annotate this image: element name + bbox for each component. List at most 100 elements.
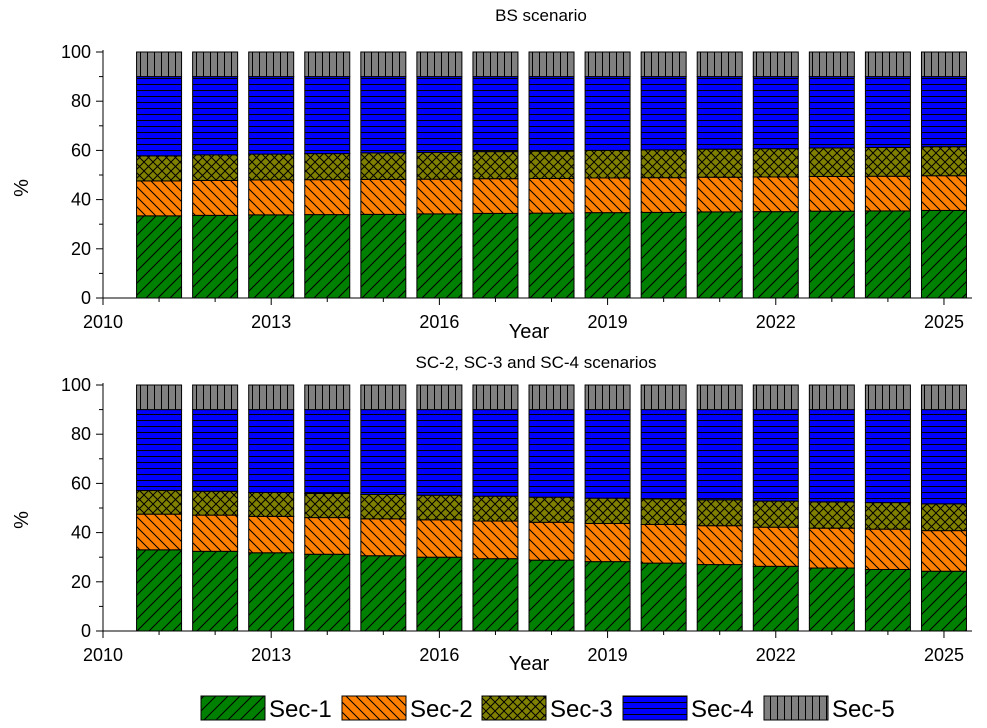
bar-sec-2-2013	[248, 515, 295, 554]
bar-sec-4-2011	[136, 76, 183, 157]
bar-sec-3-2021	[696, 499, 743, 527]
bar-sec-5-2013	[248, 51, 295, 78]
bar-sec-1-2011	[136, 215, 183, 299]
bar-sec-2-2021	[696, 525, 743, 566]
x-tick-label: 2019	[588, 312, 628, 332]
bar-sec-3-2014	[304, 492, 351, 519]
panel-bs-scenario: BS scenario % Year 0 20 40 60 80 100 2010 2013 2…	[11, 6, 972, 343]
bar-sec-1-2017	[472, 212, 519, 299]
bar-sec-5-2014	[304, 384, 351, 411]
bar-sec-1-2012	[192, 550, 239, 632]
bar-sec-4-2022	[752, 76, 799, 150]
bar-sec-1-2018	[528, 559, 575, 632]
y-tick-label: 20	[71, 572, 91, 592]
bar-sec-2-2024	[864, 528, 911, 571]
bar-sec-4-2022	[752, 409, 799, 502]
bar-sec-3-2012	[192, 490, 239, 516]
bar-sec-5-2015	[360, 384, 407, 411]
bar-sec-1-2011	[136, 549, 183, 632]
bar-sec-4-2016	[416, 409, 463, 496]
bar-sec-4-2015	[360, 409, 407, 495]
legend-swatch-sec-1	[200, 695, 266, 721]
y-tick-label: 60	[71, 473, 91, 493]
bar-sec-5-2019	[584, 384, 631, 411]
bar-sec-5-2018	[528, 384, 575, 411]
x-tick-label: 2025	[924, 312, 964, 332]
y-tick-label: 100	[61, 375, 91, 395]
bar-sec-5-2018	[528, 51, 575, 78]
bar-sec-4-2025	[920, 76, 967, 148]
bar-sec-1-2025	[920, 570, 967, 632]
bar-sec-3-2018	[528, 496, 575, 523]
chart-title: SC-2, SC-3 and SC-4 scenarios	[416, 353, 657, 372]
bar-sec-3-2020	[640, 149, 687, 179]
bar-sec-4-2024	[864, 76, 911, 148]
bar-sec-3-2019	[584, 149, 631, 179]
bar-sec-2-2022	[752, 526, 799, 567]
bar-sec-4-2018	[528, 409, 575, 498]
bar-sec-1-2014	[304, 214, 351, 299]
bar-sec-5-2022	[752, 51, 799, 78]
bar-sec-4-2020	[640, 409, 687, 500]
y-axis-title: %	[11, 511, 33, 529]
bar-sec-5-2019	[584, 51, 631, 78]
bar-sec-1-2024	[864, 569, 911, 632]
bar-sec-3-2011	[136, 155, 183, 182]
bar-sec-4-2015	[360, 76, 407, 154]
bar-sec-2-2012	[192, 514, 239, 552]
bar-sec-5-2021	[696, 51, 743, 78]
bar-sec-4-2020	[640, 76, 687, 151]
bar-sec-1-2012	[192, 214, 239, 299]
bar-sec-3-2012	[192, 154, 239, 181]
bar-sec-2-2021	[696, 176, 743, 213]
bar-sec-3-2016	[416, 151, 463, 180]
bar-sec-5-2025	[920, 51, 967, 78]
chart-title: BS scenario	[495, 6, 587, 25]
bar-sec-1-2024	[864, 210, 911, 299]
bar-sec-3-2016	[416, 494, 463, 521]
bar-sec-4-2013	[248, 409, 295, 494]
bar-sec-3-2021	[696, 148, 743, 178]
bar-sec-1-2017	[472, 558, 519, 632]
bar-sec-4-2021	[696, 409, 743, 501]
bar-sec-3-2017	[472, 151, 519, 180]
x-axis-title: Year	[509, 653, 550, 675]
bar-sec-5-2016	[416, 384, 463, 411]
bar-sec-3-2022	[752, 500, 799, 528]
bar-sec-5-2012	[192, 51, 239, 78]
bar-sec-2-2025	[920, 530, 967, 572]
bar-sec-4-2019	[584, 409, 631, 499]
bar-sec-1-2015	[360, 555, 407, 632]
bar-sec-3-2024	[864, 502, 911, 530]
bar-sec-5-2020	[640, 51, 687, 78]
bar-sec-4-2013	[248, 76, 295, 155]
bar-sec-4-2023	[808, 409, 855, 503]
bar-sec-1-2013	[248, 552, 295, 632]
bar-sec-5-2024	[864, 384, 911, 411]
legend-label-sec-4: Sec-4	[691, 696, 754, 723]
bar-sec-3-2020	[640, 498, 687, 525]
y-tick-label: 40	[71, 523, 91, 543]
bar-sec-4-2016	[416, 76, 463, 153]
legend-label-sec-3: Sec-3	[550, 696, 613, 723]
bar-sec-1-2019	[584, 212, 631, 299]
x-tick-label: 2016	[419, 312, 459, 332]
y-tick-label: 0	[81, 621, 91, 641]
bar-sec-5-2024	[864, 51, 911, 78]
bar-sec-4-2021	[696, 76, 743, 150]
bar-sec-1-2023	[808, 210, 855, 299]
bar-sec-2-2019	[584, 177, 631, 214]
legend-swatch-sec-3	[481, 695, 547, 721]
bar-sec-3-2025	[920, 146, 967, 177]
x-axis-title: Year	[509, 321, 550, 343]
y-tick-label: 100	[61, 42, 91, 62]
x-tick-label: 2013	[251, 312, 291, 332]
bar-sec-1-2018	[528, 212, 575, 299]
bar-sec-1-2013	[248, 214, 295, 299]
bar-sec-5-2014	[304, 51, 351, 78]
bar-sec-3-2024	[864, 146, 911, 177]
legend-swatch-sec-5	[763, 695, 829, 721]
bar-sec-1-2020	[640, 211, 687, 299]
legend-label-sec-2: Sec-2	[410, 696, 473, 723]
